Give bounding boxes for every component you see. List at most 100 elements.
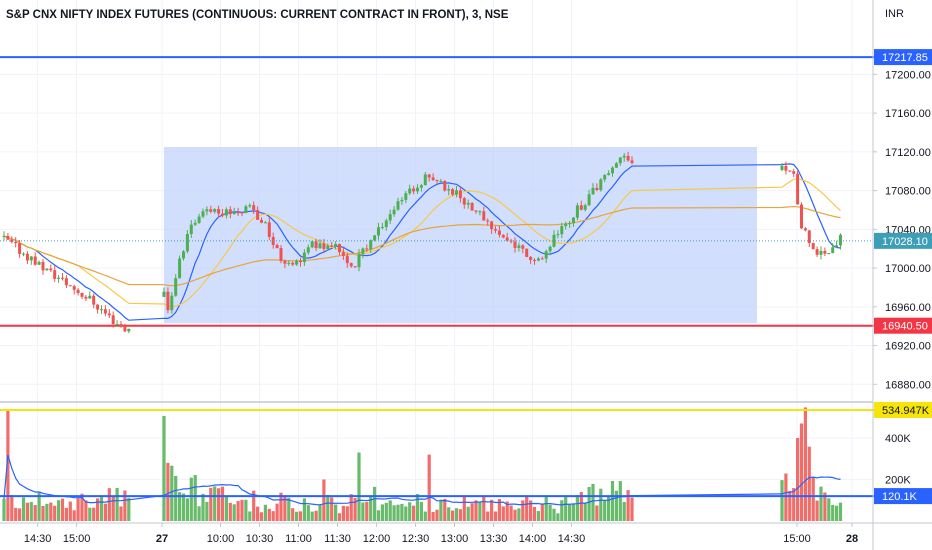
candle (299, 257, 302, 267)
candle-body (221, 213, 224, 216)
candle (455, 185, 458, 198)
chart-title: S&P CNX NIFTY INDEX FUTURES (CONTINUOUS:… (6, 9, 509, 21)
candle (193, 219, 197, 226)
candle-body (252, 205, 256, 211)
volume-bar (88, 507, 92, 521)
candle-body (14, 241, 18, 244)
candle (61, 273, 64, 281)
price-axis[interactable]: 17200.0017160.0017120.0017080.0017040.00… (873, 69, 931, 391)
volume-max-tag-bg (874, 402, 932, 418)
candle-body (29, 256, 33, 261)
volume-bar (68, 501, 72, 521)
candle (486, 218, 490, 226)
candle (365, 244, 369, 253)
volume-bar (630, 497, 634, 521)
candle (373, 234, 377, 242)
candle (513, 237, 517, 253)
price-tick-label: 17160.00 (885, 108, 931, 120)
candle-body (166, 291, 170, 311)
candle (224, 207, 228, 219)
candle (435, 179, 439, 184)
volume-bar (240, 499, 244, 521)
candle-body (127, 328, 131, 332)
currency-label[interactable]: INR (885, 8, 904, 20)
candle-body (205, 209, 209, 212)
support-line-tag-bg (874, 317, 932, 334)
candle-body (529, 256, 533, 260)
candle (380, 222, 384, 230)
volume-tick-label: 400K (885, 433, 911, 445)
candle (595, 183, 599, 192)
range-box[interactable] (164, 147, 757, 324)
volume-bar (486, 511, 490, 521)
candle-body (240, 212, 244, 214)
candle-body (439, 180, 443, 182)
time-tick-label: 12:00 (363, 533, 391, 545)
candle-body (377, 227, 380, 236)
candle (240, 211, 244, 217)
candle (521, 244, 525, 254)
candle-body (103, 309, 107, 314)
candle-body (630, 160, 634, 163)
volume-bar (556, 513, 560, 521)
candle-body (796, 173, 800, 205)
candle-body (595, 187, 599, 190)
volume-bar (57, 500, 61, 521)
volume-bar (49, 502, 53, 521)
candle (205, 206, 209, 216)
candle (306, 244, 310, 255)
volume-bar (792, 488, 796, 521)
volume-bar (811, 477, 815, 521)
candle-body (525, 248, 529, 257)
candlesticks[interactable] (2, 151, 843, 334)
volume-bar (217, 488, 221, 521)
volume-bar (205, 501, 209, 521)
candle-body (784, 165, 788, 171)
candle-body (57, 277, 61, 279)
candle-body (626, 155, 630, 161)
candle-body (497, 230, 501, 235)
candle-body (478, 211, 482, 213)
volume-bar (310, 511, 314, 521)
volume-bar (72, 510, 76, 521)
candle-body (486, 220, 490, 222)
volume-bar (415, 494, 420, 521)
candle (431, 173, 435, 182)
volume-bar (466, 506, 470, 521)
candle-body (349, 263, 353, 267)
volume-bar (21, 497, 26, 521)
volume-bar (447, 507, 451, 521)
time-tick-label: 11:30 (324, 533, 351, 545)
volume-bar (595, 505, 599, 521)
volume-bar (560, 500, 564, 521)
volume-bar (478, 501, 482, 521)
candle-body (213, 209, 217, 212)
volume-bar (451, 510, 455, 521)
candle-body (295, 260, 299, 265)
candle-body (568, 223, 572, 225)
candle-body (509, 240, 513, 242)
volume-bar (181, 493, 186, 521)
volume-bar (236, 501, 240, 521)
candle-body (462, 198, 466, 205)
candle-body (819, 250, 823, 255)
candle (540, 256, 544, 260)
price-tick-label: 17000.00 (885, 263, 931, 275)
candle-body (45, 268, 49, 271)
candle (185, 230, 189, 254)
candle (835, 240, 839, 248)
candle (803, 226, 807, 232)
volume-bar (493, 511, 498, 521)
volume-bar (318, 504, 322, 521)
time-axis[interactable]: 14:30 15:00 27 10:00 10:30 11:00 11:30 12:00 12:… (24, 523, 858, 545)
candle (64, 275, 68, 289)
volume-ma-line (3, 454, 841, 506)
volume-bar (80, 493, 84, 521)
candle-body (224, 209, 228, 216)
candle-body (22, 253, 25, 255)
candle (76, 287, 80, 296)
candle (283, 259, 287, 269)
volume-bar (6, 411, 10, 521)
candle (831, 243, 835, 254)
